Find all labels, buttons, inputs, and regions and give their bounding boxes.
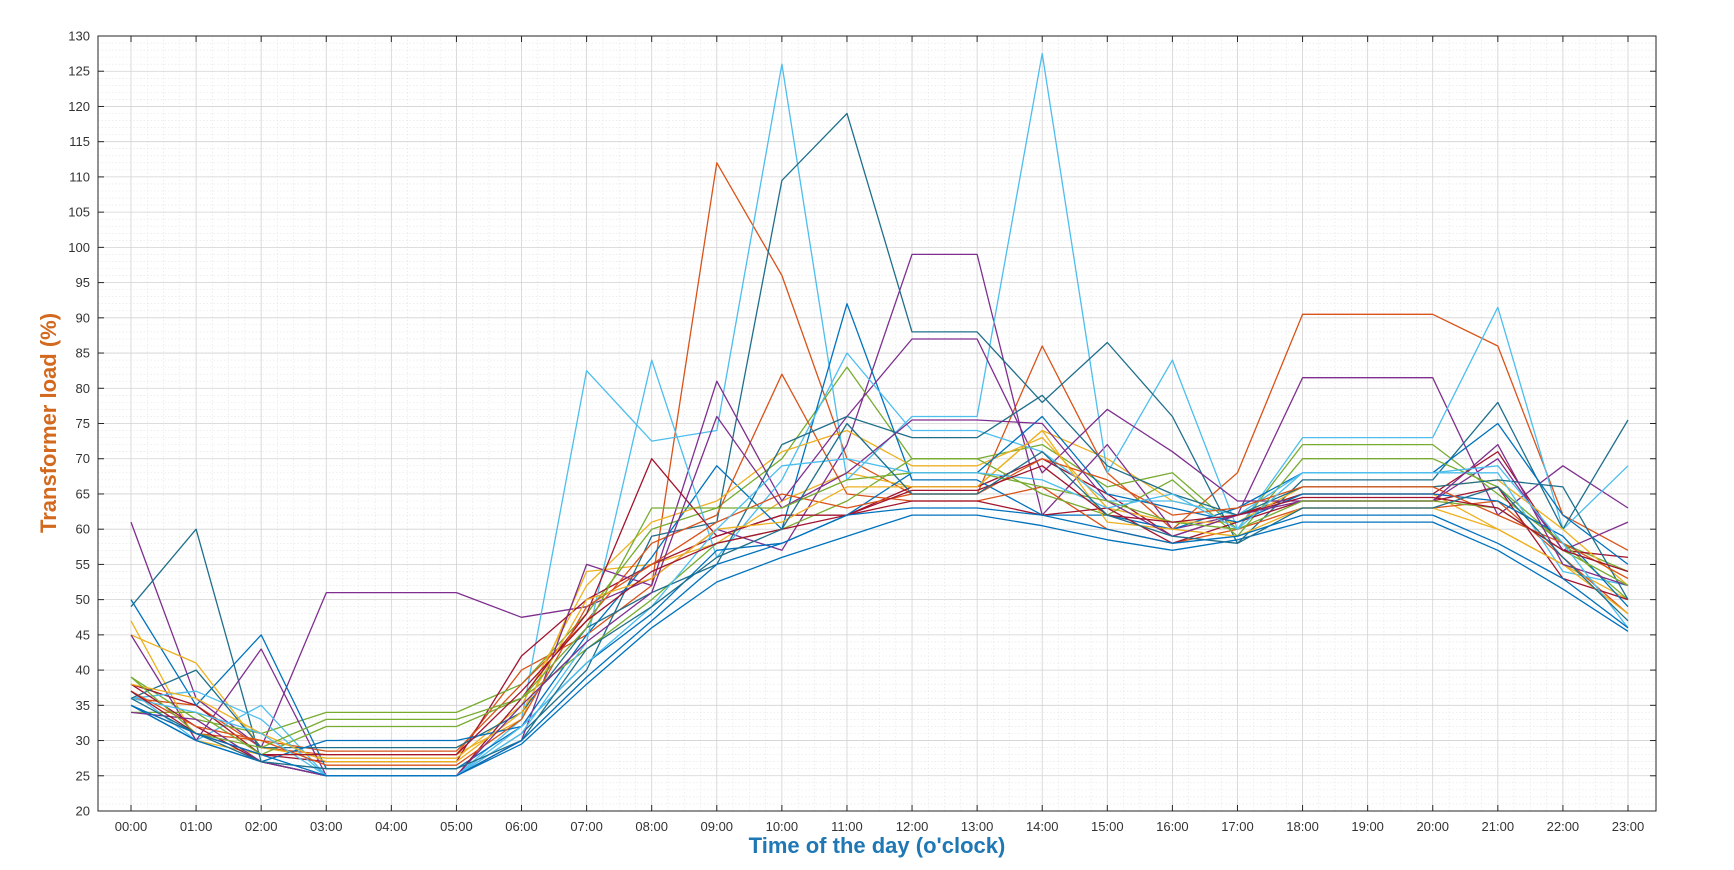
y-tick-label: 90	[76, 310, 90, 325]
y-tick-label: 115	[69, 134, 90, 149]
x-tick-label: 21:00	[1482, 819, 1515, 834]
x-tick-label: 03:00	[310, 819, 343, 834]
x-tick-label: 12:00	[896, 819, 929, 834]
series-line: Transformer 5	[130, 366, 1629, 735]
y-tick-label: 75	[76, 416, 90, 431]
y-axis-ticks: 20 25 30 35 40 45 50 55 60 65 70 75 80 85 90 95 100 105 11…	[68, 29, 1656, 819]
x-tick-label: 06:00	[505, 819, 538, 834]
series-line: Transformer 24	[130, 422, 1629, 770]
y-tick-label: 40	[76, 663, 90, 678]
y-tick-label: 30	[76, 733, 90, 748]
y-tick-label: 120	[68, 99, 90, 114]
series-line: Transformer 17	[130, 415, 1629, 763]
series-line: Transformer 13	[131, 458, 1629, 756]
y-tick-label: 100	[68, 240, 90, 255]
x-tick-label: 09:00	[701, 819, 734, 834]
x-tick-label: 16:00	[1156, 819, 1189, 834]
x-tick-label: 22:00	[1547, 819, 1580, 834]
y-tick-label: 45	[76, 627, 90, 642]
series-line: Transformer 18	[130, 458, 1629, 766]
y-tick-label: 25	[76, 768, 90, 783]
y-tick-label: 110	[69, 169, 90, 184]
x-tick-label: 19:00	[1351, 819, 1384, 834]
y-tick-label: 50	[76, 592, 90, 607]
y-tick-label: 130	[68, 29, 90, 44]
x-axis-title: Time of the day (o'clock)	[749, 833, 1006, 858]
y-tick-label: 80	[76, 381, 90, 396]
series-line: Transformer 23	[130, 465, 1629, 756]
y-tick-label: 35	[76, 698, 90, 713]
series-lines: Transformer 1Transformer 2Transformer 3T…	[130, 52, 1629, 777]
y-tick-label: 70	[76, 451, 90, 466]
x-tick-label: 18:00	[1286, 819, 1319, 834]
x-tick-label: 20:00	[1416, 819, 1449, 834]
y-tick-label: 55	[76, 557, 90, 572]
x-tick-label: 11:00	[831, 819, 863, 834]
x-tick-label: 07:00	[570, 819, 603, 834]
y-tick-label: 95	[76, 275, 90, 290]
x-tick-label: 05:00	[440, 819, 473, 834]
series-line: Transformer 21	[130, 472, 1629, 749]
x-tick-label: 04:00	[375, 819, 408, 834]
y-tick-label: 65	[76, 486, 90, 501]
x-tick-label: 23:00	[1612, 819, 1645, 834]
y-tick-label: 125	[68, 64, 90, 79]
x-tick-label: 14:00	[1026, 819, 1059, 834]
x-tick-label: 02:00	[245, 819, 278, 834]
y-axis-title: Transformer load (%)	[36, 313, 61, 533]
x-tick-label: 10:00	[766, 819, 799, 834]
x-tick-label: 17:00	[1221, 819, 1254, 834]
y-tick-label: 60	[76, 522, 90, 537]
x-tick-label: 01:00	[180, 819, 213, 834]
x-tick-label: 00:00	[115, 819, 148, 834]
y-tick-label: 105	[68, 205, 90, 220]
series-line: Transformer 4	[130, 253, 1629, 749]
x-tick-label: 15:00	[1091, 819, 1124, 834]
y-tick-label: 85	[76, 346, 90, 361]
x-tick-label: 08:00	[635, 819, 668, 834]
y-tick-label: 20	[76, 804, 90, 819]
x-tick-label: 13:00	[961, 819, 994, 834]
x-axis-ticks: 00:00 01:00 02:00 03:00 04:00 05:00 06:00 07:00…	[115, 36, 1645, 834]
series-line: Transformer 25	[130, 507, 1629, 777]
